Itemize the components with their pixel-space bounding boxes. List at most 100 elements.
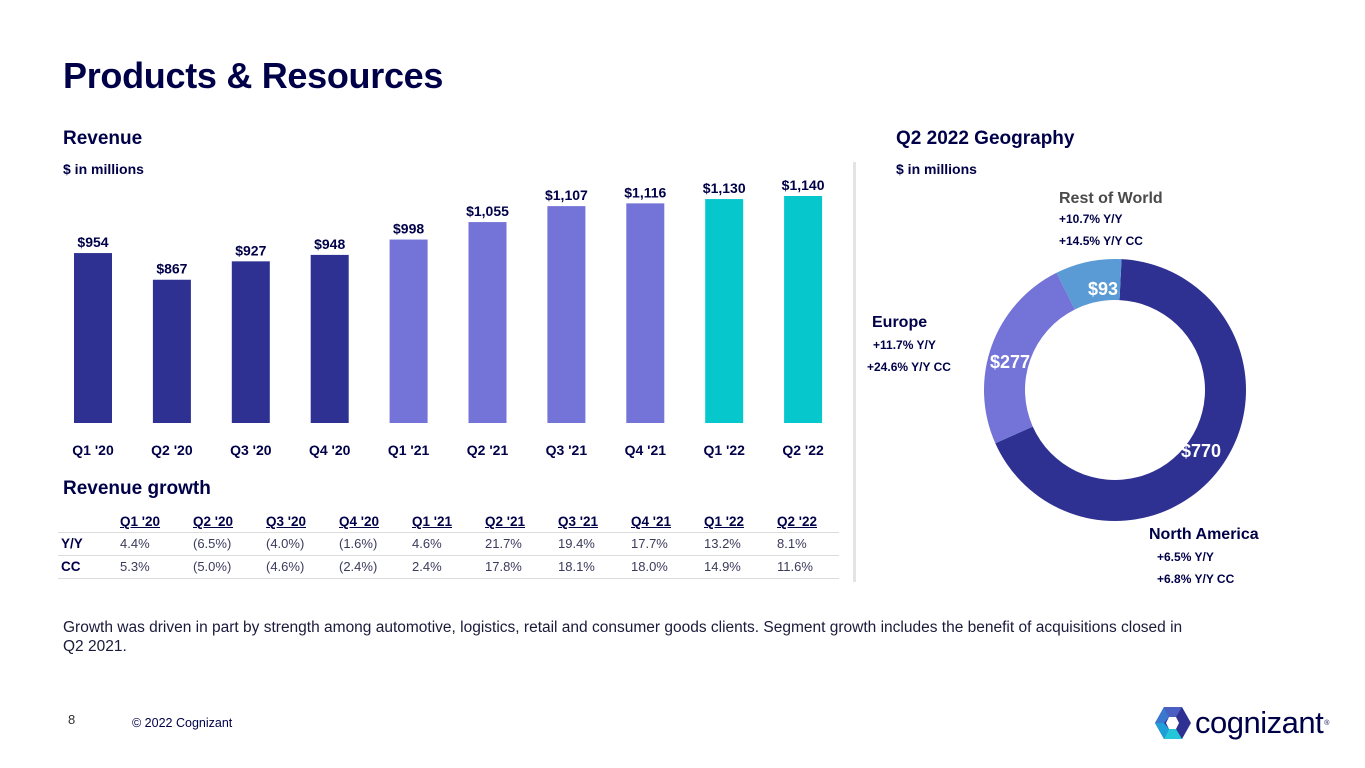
x-axis-tick-label: Q1 '22 (703, 442, 745, 458)
column-header: Q1 '20 (120, 514, 160, 529)
copyright-text: © 2022 Cognizant (132, 716, 233, 730)
table-cell: 4.4% (120, 532, 193, 556)
table-cell: 4.6% (412, 532, 485, 556)
geography-title: Q2 2022 Geography (896, 128, 1075, 149)
row-label: CC (58, 555, 120, 579)
region-cc-growth: +14.5% Y/Y CC (1059, 234, 1143, 248)
revenue-unit-label: $ in millions (63, 161, 144, 177)
region-yy-growth: +11.7% Y/Y (873, 338, 936, 352)
bar-value-label: $948 (314, 236, 345, 252)
revenue-bar (626, 203, 665, 423)
x-axis-tick-label: Q2 '22 (782, 442, 824, 458)
x-axis-tick-label: Q1 '20 (72, 442, 114, 458)
x-axis-tick-label: Q2 '21 (467, 442, 509, 458)
table-cell: 18.1% (558, 555, 631, 579)
x-axis-tick-label: Q4 '20 (309, 442, 351, 458)
donut-slice-label: $770 (1181, 441, 1221, 461)
bar-value-label: $1,116 (624, 184, 666, 200)
row-label: Y/Y (58, 532, 120, 556)
geo-label-europe: Europe +11.7% Y/Y +24.6% Y/Y CC (867, 314, 951, 374)
table-cell: (2.4%) (339, 555, 412, 579)
column-header: Q3 '20 (266, 514, 306, 529)
table-cell: (1.6%) (339, 532, 412, 556)
cognizant-hexagon-icon (1155, 707, 1191, 739)
table-cell: 21.7% (485, 532, 558, 556)
growth-table-header: Q1 '20 Q2 '20 Q3 '20 Q4 '20 Q1 '21 Q2 '2… (58, 512, 839, 533)
table-cell: (5.0%) (193, 555, 266, 579)
column-header: Q4 '21 (631, 514, 671, 529)
bar-value-label: $998 (393, 221, 424, 237)
x-axis-tick-label: Q1 '21 (388, 442, 430, 458)
donut-slice-north-america (995, 259, 1246, 521)
bar-value-label: $1,055 (466, 203, 509, 219)
column-header: Q3 '21 (558, 514, 598, 529)
x-axis-tick-label: Q3 '21 (546, 442, 588, 458)
region-name: Rest of World (1059, 190, 1163, 207)
column-header: Q4 '20 (339, 514, 379, 529)
donut-slice-label: $277 (990, 352, 1030, 372)
table-cell: 18.0% (631, 555, 704, 579)
geo-label-north-america: North America +6.5% Y/Y +6.8% Y/Y CC (1149, 526, 1259, 586)
bar-value-label: $1,130 (703, 180, 746, 196)
column-header: Q1 '21 (412, 514, 452, 529)
geography-unit-label: $ in millions (896, 161, 977, 177)
table-cell: (4.0%) (266, 532, 339, 556)
revenue-bar (784, 196, 823, 423)
bar-value-label: $1,140 (782, 177, 825, 193)
region-yy-growth: +10.7% Y/Y (1059, 212, 1123, 226)
x-axis-tick-label: Q2 '20 (151, 442, 193, 458)
table-cell: 2.4% (412, 555, 485, 579)
commentary-note: Growth was driven in part by strength am… (63, 619, 1183, 655)
revenue-growth-title: Revenue growth (63, 478, 211, 499)
donut-slice-label: $93 (1088, 279, 1118, 299)
revenue-bar (547, 206, 586, 423)
table-cell: 19.4% (558, 532, 631, 556)
table-cell: 17.8% (485, 555, 558, 579)
table-cell: (4.6%) (266, 555, 339, 579)
region-yy-growth: +6.5% Y/Y (1157, 550, 1214, 564)
revenue-bar (389, 239, 428, 423)
section-divider (853, 162, 856, 582)
bar-value-label: $867 (156, 261, 187, 277)
column-header: Q1 '22 (704, 514, 744, 529)
bar-value-label: $954 (77, 234, 108, 250)
revenue-bar (74, 253, 112, 423)
revenue-bar (152, 279, 191, 423)
geo-label-rest-of-world: Rest of World +10.7% Y/Y +14.5% Y/Y CC (1059, 190, 1163, 248)
region-name: Europe (872, 314, 928, 331)
header-spacer (58, 512, 120, 533)
page-number: 8 (68, 712, 76, 727)
brand-wordmark: cognizant (1195, 705, 1324, 740)
revenue-title: Revenue (63, 128, 143, 149)
table-cell: (6.5%) (193, 532, 266, 556)
table-cell: 13.2% (704, 532, 777, 556)
x-axis-tick-label: Q3 '20 (230, 442, 272, 458)
column-header: Q2 '20 (193, 514, 233, 529)
revenue-bar (310, 254, 349, 423)
revenue-bar (705, 199, 744, 423)
cognizant-logo: cognizant ® (1155, 705, 1329, 741)
donut-slice-rest-of-world (1056, 259, 1122, 310)
table-cell: 11.6% (777, 555, 839, 579)
revenue-bar (468, 222, 507, 423)
region-name: North America (1149, 526, 1259, 543)
table-row-yy: Y/Y 4.4% (6.5%) (4.0%) (1.6%) 4.6% 21.7%… (58, 532, 839, 556)
bar-value-label: $1,107 (545, 187, 588, 203)
column-header: Q2 '21 (485, 514, 525, 529)
region-cc-growth: +24.6% Y/Y CC (867, 360, 951, 374)
bar-value-label: $927 (235, 242, 266, 258)
table-cell: 17.7% (631, 532, 704, 556)
revenue-bar-chart: $954 $867 $927 $948 $998 $1,055 $1,107 $1,116 $1… (72, 177, 825, 458)
x-axis-tick-label: Q4 '21 (625, 442, 667, 458)
geography-donut-chart: $770 $277 $93 (984, 259, 1246, 521)
table-cell: 8.1% (777, 532, 839, 556)
registered-mark: ® (1324, 719, 1330, 727)
revenue-bar (231, 261, 270, 423)
table-cell: 5.3% (120, 555, 193, 579)
region-cc-growth: +6.8% Y/Y CC (1157, 572, 1235, 586)
table-row-cc: CC 5.3% (5.0%) (4.6%) (2.4%) 2.4% 17.8% … (58, 555, 839, 579)
table-cell: 14.9% (704, 555, 777, 579)
donut-slice-europe (984, 272, 1075, 444)
revenue-growth-table: Q1 '20 Q2 '20 Q3 '20 Q4 '20 Q1 '21 Q2 '2… (58, 512, 839, 579)
column-header: Q2 '22 (777, 514, 817, 529)
